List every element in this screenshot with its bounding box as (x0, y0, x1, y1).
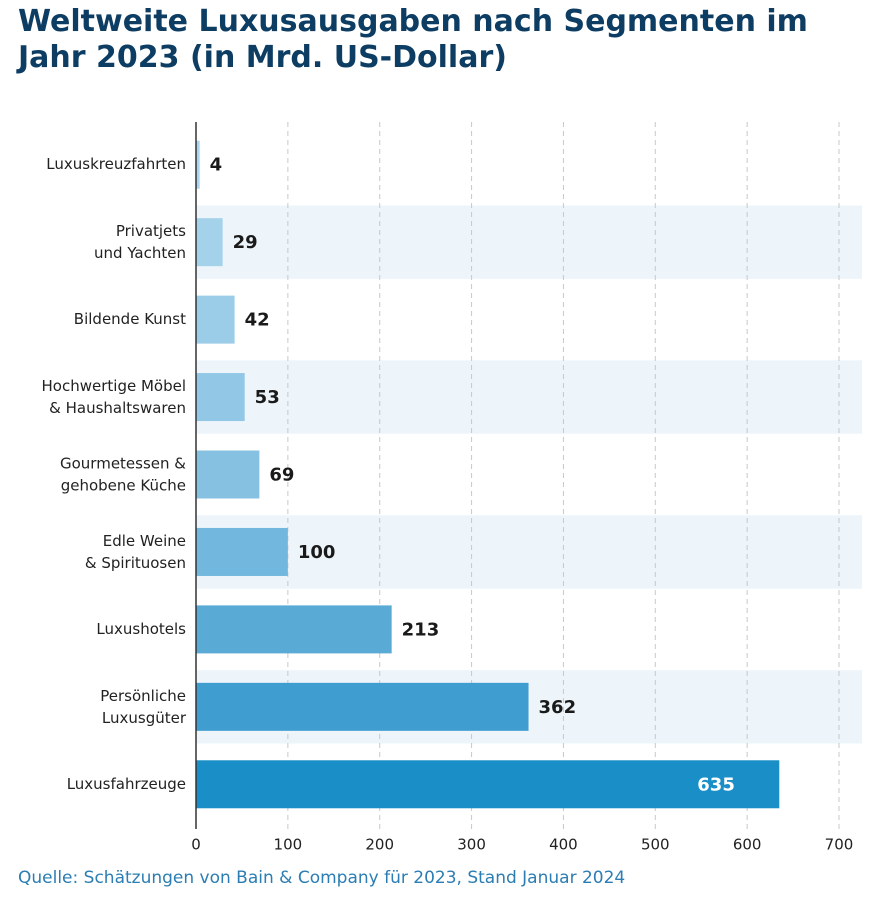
category-label: Gourmetessen & gehobene Küche (60, 454, 186, 494)
value-label: 42 (245, 310, 270, 331)
bar (196, 527, 288, 576)
bar (196, 295, 235, 344)
x-tick-label: 500 (641, 836, 670, 854)
row-band (196, 205, 862, 279)
category-label: Luxushotels (96, 620, 186, 638)
value-label: 213 (402, 619, 440, 640)
category-label: Edle Weine & Spirituosen (85, 531, 186, 571)
category-label: Persönliche Luxusgüter (100, 686, 187, 726)
x-tick-label: 400 (549, 836, 578, 854)
category-label: Bildende Kunst (74, 310, 186, 328)
x-tick-label: 300 (457, 836, 486, 854)
value-label: 29 (233, 232, 258, 253)
value-label: 53 (255, 387, 280, 408)
value-label: 4 (210, 155, 223, 176)
value-label: 362 (539, 697, 577, 718)
bar (196, 450, 260, 499)
value-label: 635 (697, 774, 735, 795)
x-tick-label: 100 (274, 836, 303, 854)
x-tick-label: 0 (191, 836, 201, 854)
chart-title: Weltweite Luxusausgaben nach Segmenten i… (16, 4, 808, 75)
bar (196, 140, 200, 189)
bar (196, 682, 529, 731)
row-band (196, 515, 862, 589)
value-label: 69 (269, 465, 294, 486)
category-label: Luxuskreuzfahrten (46, 155, 186, 173)
bar (196, 373, 245, 422)
bar (196, 760, 780, 809)
x-tick-label: 600 (733, 836, 762, 854)
x-tick-label: 700 (825, 836, 854, 854)
x-tick-label: 200 (365, 836, 394, 854)
value-label: 100 (298, 542, 336, 563)
row-band (196, 360, 862, 434)
bar (196, 605, 392, 654)
category-label: Privatjets und Yachten (94, 222, 186, 262)
category-label: Luxusfahrzeuge (67, 775, 186, 793)
source-note: Quelle: Schätzungen von Bain & Company f… (18, 868, 625, 888)
bar (196, 218, 223, 267)
category-label: Hochwertige Möbel & Haushaltswaren (42, 377, 186, 417)
